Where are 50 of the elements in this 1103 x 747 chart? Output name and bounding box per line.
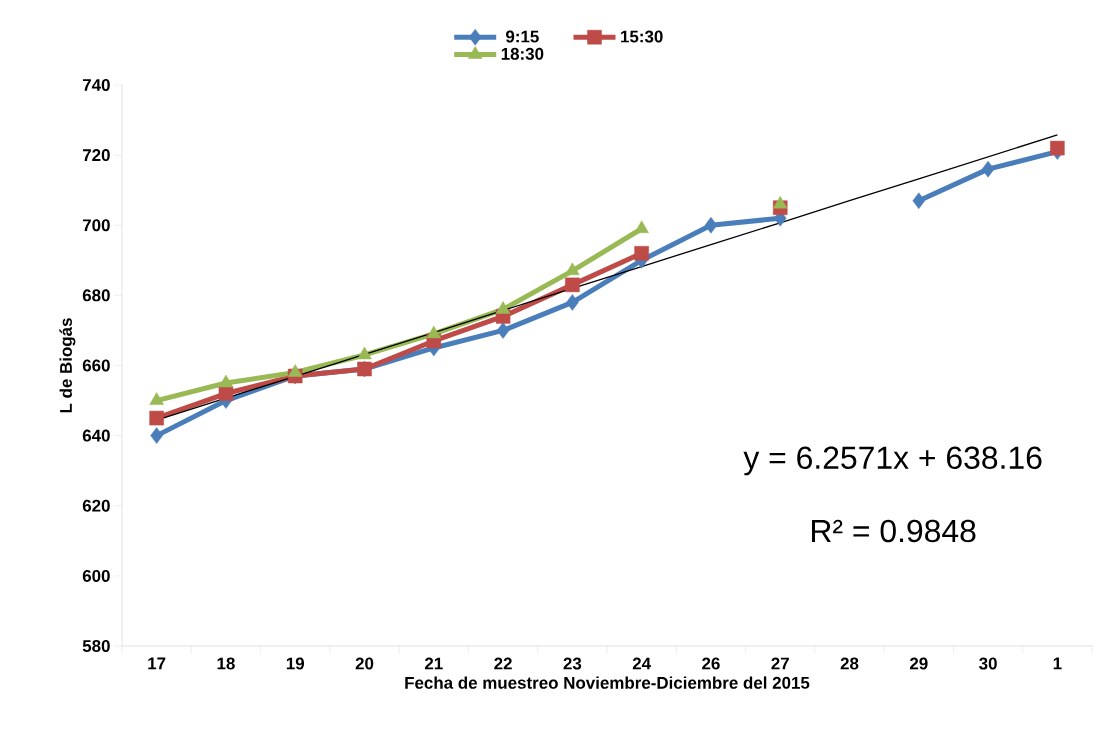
x-tick-label: 28: [840, 657, 859, 670]
y-axis-title: L de Biogás: [59, 318, 76, 413]
x-tick-label: 21: [424, 657, 443, 670]
point: [150, 427, 163, 444]
point: [634, 246, 649, 261]
x-tick-label: 26: [702, 657, 720, 670]
y-tick-label: 720: [82, 149, 110, 162]
x-tick-label: 22: [494, 657, 512, 670]
legend-label: 9:15: [506, 30, 539, 43]
x-tick-label: 18: [217, 657, 235, 670]
point: [149, 392, 164, 405]
x-axis-title: Fecha de muestreo Noviembre-Diciembre del 2015: [405, 676, 810, 689]
point: [218, 374, 234, 388]
annotation: y = 6.2571x + 638.16: [743, 446, 1042, 476]
point: [981, 160, 995, 178]
x-tick-label: 17: [148, 657, 166, 670]
y-tick-label: 740: [82, 79, 110, 91]
x-tick-label: 27: [771, 657, 789, 670]
x-tick-label: 20: [355, 657, 374, 670]
x-tick-label: 1: [1053, 657, 1062, 670]
point: [634, 220, 649, 233]
x-tick-label: 19: [286, 657, 305, 670]
point: [566, 294, 579, 311]
point: [704, 217, 718, 234]
y-tick-label: 620: [82, 499, 110, 512]
point: [357, 346, 372, 360]
y-tick-label: 600: [82, 569, 110, 582]
point: [496, 322, 510, 339]
x-tick-label: 29: [909, 657, 928, 670]
annotation: R² = 0.9848: [812, 519, 976, 543]
point: [1050, 140, 1065, 156]
point: [912, 192, 926, 209]
point: [495, 301, 511, 314]
legend-label: 15:30: [621, 30, 663, 43]
y-tick-label: 700: [82, 219, 110, 232]
x-tick-label: 30: [979, 657, 997, 670]
point: [149, 410, 164, 426]
y-tick-label: 660: [82, 359, 110, 372]
point: [565, 277, 580, 293]
y-tick-label: 680: [82, 289, 110, 302]
point: [773, 195, 788, 209]
y-tick-label: 640: [82, 429, 110, 442]
legend-label: 18:30: [501, 47, 544, 60]
point: [218, 386, 234, 401]
y-tick-label: 580: [82, 640, 110, 652]
x-tick-label: 23: [563, 657, 582, 670]
point: [565, 262, 580, 276]
point: [288, 364, 303, 377]
point: [426, 325, 441, 339]
x-tick-label: 24: [632, 657, 651, 670]
